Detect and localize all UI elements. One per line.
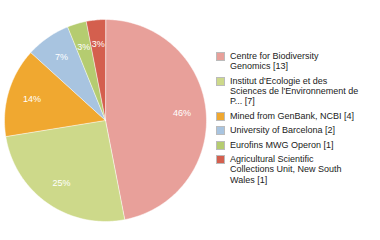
html-text:Agricultural Scientific Collec: Agricultural Scientific Collections Unit… (230, 153, 342, 185)
html-text:Eurofins MWG Operon [1]: Eurofins MWG Operon [1] (230, 139, 334, 150)
svg-text:46%: 46% (173, 108, 191, 118)
html-text:Mined from GenBank, NCBI [4]: Mined from GenBank, NCBI [4] (230, 110, 355, 121)
svg-text:3%: 3% (92, 39, 105, 49)
svg-text:25%: 25% (53, 178, 71, 188)
svg-text:7%: 7% (55, 52, 68, 62)
html-text:University of Barcelona [2]: University of Barcelona [2] (230, 125, 335, 136)
html-text:Centre for Biodiversity Genomi: Centre for Biodiversity Genomics [13] (230, 51, 319, 72)
svg-text:3%: 3% (77, 42, 90, 52)
html-text:Institut d'Ecologie et des Sci: Institut d'Ecologie et des Sciences de l… (230, 75, 359, 107)
svg-text:14%: 14% (23, 94, 41, 104)
